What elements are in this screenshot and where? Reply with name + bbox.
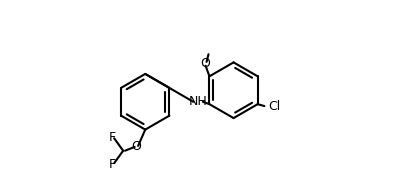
Text: F: F [109, 158, 116, 171]
Text: Cl: Cl [268, 100, 281, 113]
Text: NH: NH [189, 95, 207, 108]
Text: O: O [201, 57, 211, 70]
Text: O: O [132, 140, 142, 153]
Text: F: F [109, 131, 116, 144]
